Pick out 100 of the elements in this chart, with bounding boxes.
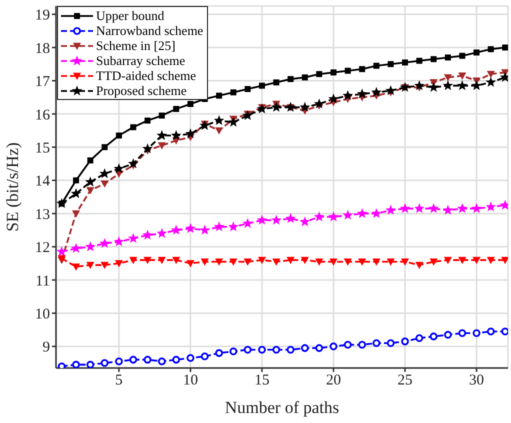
point — [142, 143, 153, 154]
point — [288, 76, 294, 82]
point — [302, 74, 308, 80]
point — [471, 203, 482, 214]
point — [56, 246, 67, 256]
point — [328, 211, 339, 222]
point — [99, 168, 110, 178]
point — [414, 80, 425, 90]
legend-label: Proposed scheme — [96, 82, 187, 98]
point — [142, 230, 153, 240]
point — [258, 256, 266, 264]
point — [114, 163, 124, 174]
point — [414, 203, 425, 214]
point — [114, 236, 124, 246]
point — [358, 340, 366, 349]
point — [230, 89, 236, 96]
point — [130, 124, 136, 130]
point — [344, 68, 351, 74]
point — [156, 130, 168, 140]
point — [56, 198, 67, 208]
point — [314, 98, 324, 108]
point — [258, 82, 265, 89]
y-tick-label: 19 — [35, 8, 50, 24]
y-tick-label: 13 — [35, 206, 50, 223]
point — [386, 258, 395, 266]
point — [486, 76, 496, 87]
point — [415, 262, 424, 270]
point — [502, 44, 508, 51]
point — [271, 102, 282, 112]
point — [70, 188, 82, 198]
point — [200, 120, 210, 130]
point — [172, 356, 180, 364]
legend-label: TTD-aided scheme — [96, 68, 196, 84]
point — [172, 256, 180, 264]
x-tick-label: 10 — [182, 372, 198, 389]
point — [472, 256, 481, 264]
point — [116, 132, 122, 139]
point — [144, 256, 152, 264]
point — [430, 258, 438, 266]
point — [100, 359, 109, 367]
point — [385, 85, 396, 96]
point — [416, 58, 422, 64]
point — [488, 46, 494, 52]
point — [158, 112, 165, 119]
point — [215, 258, 224, 266]
point — [128, 158, 138, 168]
point — [388, 61, 394, 68]
point — [472, 329, 480, 338]
point — [372, 258, 380, 266]
point — [430, 56, 437, 62]
point — [272, 346, 280, 354]
point — [228, 116, 239, 127]
point — [242, 110, 253, 120]
point — [156, 228, 168, 238]
point — [486, 70, 495, 78]
point — [386, 339, 395, 347]
y-axis-title: SE (bit/s/Hz) — [3, 142, 22, 232]
point — [285, 213, 296, 223]
point — [185, 223, 196, 233]
point — [400, 82, 410, 92]
x-tick-label: 20 — [326, 372, 341, 389]
point — [170, 224, 182, 235]
point — [86, 187, 94, 194]
point — [214, 115, 224, 126]
point — [170, 130, 182, 140]
legend-label: Scheme in [25] — [96, 38, 176, 54]
point — [428, 82, 439, 92]
point — [501, 256, 508, 264]
point — [401, 258, 410, 266]
point — [244, 86, 251, 92]
point — [271, 214, 282, 225]
x-axis-title: Number of paths — [224, 398, 340, 417]
point — [286, 256, 295, 264]
point — [70, 242, 82, 253]
point — [430, 332, 438, 340]
point — [315, 258, 324, 266]
point — [300, 216, 310, 226]
y-tick-label: 11 — [36, 273, 50, 290]
point — [200, 352, 209, 360]
point — [87, 157, 94, 164]
point — [200, 258, 209, 266]
point — [300, 256, 309, 264]
point — [244, 258, 252, 266]
point — [86, 262, 94, 270]
point — [330, 342, 338, 350]
point — [115, 357, 123, 366]
point — [272, 258, 280, 266]
point — [229, 258, 238, 266]
point — [444, 74, 452, 82]
point — [214, 221, 224, 232]
point — [242, 218, 253, 228]
point — [372, 339, 380, 347]
point — [400, 203, 410, 214]
point — [401, 338, 409, 346]
point — [442, 80, 454, 90]
point — [486, 256, 495, 264]
point — [129, 256, 138, 264]
point — [100, 262, 109, 270]
point — [285, 102, 296, 112]
point — [371, 208, 382, 218]
